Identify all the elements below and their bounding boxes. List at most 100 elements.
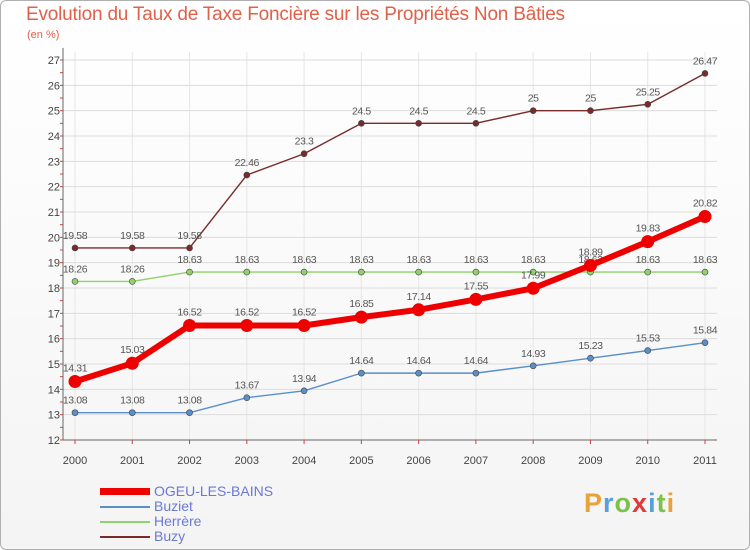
data-point-ogeu-les-bains <box>68 374 82 388</box>
data-point-buziet <box>186 409 193 416</box>
data-point-buziet <box>71 409 79 416</box>
y-tick-label: 25 <box>48 106 60 118</box>
data-label-ogeu-les-bains: 17.14 <box>406 291 431 303</box>
data-label-ogeu-les-bains: 19.83 <box>636 223 661 235</box>
series-line-ogeu-les-bains <box>74 213 707 385</box>
y-tick-label: 21 <box>48 207 60 219</box>
logo-letter: o <box>614 488 633 518</box>
legend-label-buzy: Buzy <box>154 528 186 544</box>
legend-item-buzy: Buzy <box>100 529 350 544</box>
data-point-herr-re <box>644 268 652 276</box>
data-label-ogeu-les-bains: 16.85 <box>349 298 374 310</box>
data-label-buzy: 23.3 <box>295 136 314 148</box>
y-tick-label: 23 <box>48 156 60 168</box>
series-line-buzy <box>75 72 706 249</box>
chart-subtitle: (en %) <box>27 29 60 41</box>
data-point-buzy <box>128 244 136 252</box>
data-label-herr-re: 18.63 <box>464 254 489 266</box>
data-point-ogeu-les-bains <box>526 281 540 295</box>
x-tick-label: 2005 <box>349 455 373 467</box>
data-label-ogeu-les-bains: 16.52 <box>177 306 202 318</box>
data-label-herr-re: 18.26 <box>120 263 145 275</box>
x-tick-label: 2008 <box>521 455 545 467</box>
x-tick-label: 2011 <box>693 455 717 467</box>
data-label-buzy: 24.5 <box>352 105 371 117</box>
data-point-herr-re <box>128 278 136 285</box>
data-label-ogeu-les-bains: 20.82 <box>693 198 718 210</box>
legend-swatch-buziet <box>100 506 150 508</box>
data-label-buziet: 13.94 <box>292 373 317 385</box>
logo-letter: r <box>603 488 615 518</box>
data-label-ogeu-les-bains: 18.89 <box>578 246 603 258</box>
data-point-ogeu-les-bains <box>698 210 712 224</box>
legend-item-buziet: Buziet <box>100 499 350 514</box>
legend-item-ogeu-les-bains: OGEU-LES-BAINS <box>100 484 350 499</box>
logo-letter: P <box>584 488 604 518</box>
data-label-buziet: 14.64 <box>349 355 374 367</box>
data-label-ogeu-les-bains: 16.52 <box>292 306 317 318</box>
y-tick-label: 14 <box>48 384 60 396</box>
data-point-buziet <box>128 409 136 416</box>
y-tick-label: 19 <box>48 258 60 270</box>
data-label-herr-re: 18.63 <box>235 254 260 266</box>
data-point-ogeu-les-bains <box>297 318 311 332</box>
series-line-herr-re <box>75 271 705 283</box>
data-point-buziet <box>358 369 365 377</box>
data-point-herr-re <box>415 268 422 276</box>
y-tick-label: 17 <box>48 308 60 320</box>
x-tick-label: 2003 <box>235 455 259 467</box>
data-label-buzy: 19.58 <box>120 230 145 242</box>
data-point-buzy <box>300 150 308 158</box>
y-tick-label: 20 <box>48 232 60 244</box>
data-point-herr-re <box>71 278 79 285</box>
data-label-buziet: 14.64 <box>406 355 431 367</box>
data-point-herr-re <box>701 268 709 276</box>
data-point-herr-re <box>529 268 537 276</box>
data-point-buziet <box>529 362 537 370</box>
legend-label-ogeu-les-bains: OGEU-LES-BAINS <box>154 483 274 499</box>
data-point-buzy <box>587 107 594 114</box>
legend-swatch-herrere <box>100 521 150 523</box>
data-point-ogeu-les-bains <box>412 303 426 317</box>
data-label-herr-re: 18.63 <box>521 254 546 266</box>
data-label-buziet: 13.08 <box>120 395 145 407</box>
data-label-buzy: 22.46 <box>235 157 260 169</box>
y-tick-label: 24 <box>48 131 60 143</box>
data-label-herr-re: 18.63 <box>636 254 661 266</box>
data-label-herr-re: 18.26 <box>63 263 88 275</box>
legend-swatch-ogeu-les-bains <box>100 488 150 495</box>
data-point-buzy <box>701 70 709 77</box>
data-label-buzy: 19.58 <box>177 230 202 242</box>
data-label-buzy: 25 <box>528 93 539 105</box>
proxiti-logo: Proxiti <box>584 488 675 519</box>
y-tick-label: 18 <box>48 283 60 295</box>
data-label-buzy: 25.25 <box>636 86 661 98</box>
data-point-herr-re <box>472 268 480 276</box>
data-label-buziet: 15.84 <box>693 325 718 337</box>
x-tick-label: 2007 <box>464 455 488 467</box>
y-tick-label: 16 <box>48 334 60 346</box>
logo-letter: i <box>648 488 657 518</box>
data-label-buziet: 14.64 <box>464 355 489 367</box>
data-label-herr-re: 18.63 <box>406 254 431 266</box>
data-point-ogeu-les-bains <box>469 292 483 306</box>
data-point-buziet <box>587 354 594 362</box>
data-label-herr-re: 18.63 <box>292 254 317 266</box>
data-label-ogeu-les-bains: 14.31 <box>63 362 88 374</box>
data-point-buzy <box>529 107 537 114</box>
data-label-buziet: 13.08 <box>63 395 88 407</box>
data-point-buzy <box>186 244 193 252</box>
x-tick-label: 2000 <box>63 455 87 467</box>
y-tick-label: 22 <box>48 182 60 194</box>
data-point-herr-re <box>300 268 308 276</box>
data-point-ogeu-les-bains <box>240 318 254 332</box>
y-tick-label: 12 <box>48 435 60 447</box>
data-point-buziet <box>472 369 480 377</box>
data-label-herr-re: 18.63 <box>349 254 374 266</box>
data-point-herr-re <box>358 268 365 276</box>
data-point-buzy <box>415 120 422 127</box>
data-point-buziet <box>644 347 652 354</box>
legend-item-herrere: Herrère <box>100 514 350 529</box>
